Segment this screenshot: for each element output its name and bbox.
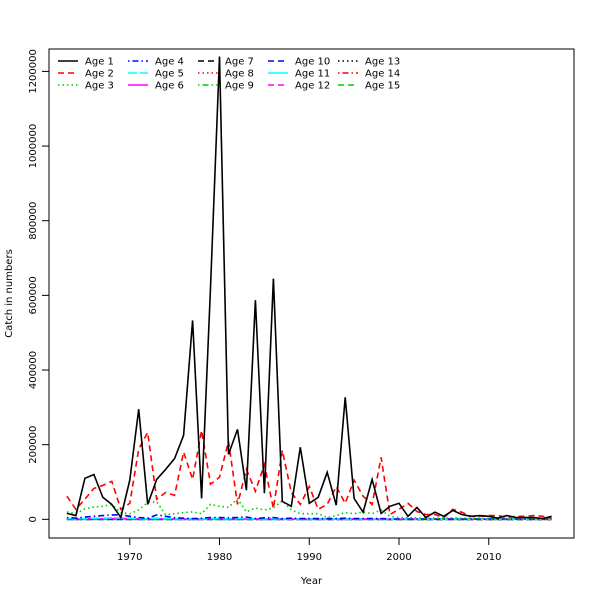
- y-tick-label: 1000000: [28, 124, 39, 169]
- legend-label: Age 12: [295, 81, 330, 92]
- series-layer: [66, 56, 552, 521]
- legend-label: Age 5: [155, 69, 184, 80]
- y-axis: 0 200000 400000 600000 800000 1000000 1200000: [28, 49, 50, 523]
- legend-item-age-13: Age 13: [338, 57, 400, 68]
- legend-item-age-5: Age 5: [128, 69, 184, 80]
- legend-item-age-14: Age 14: [338, 69, 400, 80]
- legend-label: Age 9: [225, 81, 254, 92]
- legend-item-age-10: Age 10: [268, 57, 330, 68]
- legend-item-age-8: Age 8: [198, 69, 254, 80]
- legend-item-age-1: Age 1: [58, 57, 114, 68]
- legend-label: Age 3: [85, 81, 114, 92]
- x-tick-label: 2000: [386, 552, 411, 563]
- x-tick-label: 1980: [207, 552, 232, 563]
- legend-item-age-12: Age 12: [268, 81, 330, 92]
- plot-frame: [48, 48, 575, 539]
- legend-label: Age 1: [85, 57, 114, 68]
- x-tick-label: 2010: [476, 552, 501, 563]
- series-line-age-1: [66, 56, 552, 520]
- legend-label: Age 2: [85, 69, 114, 80]
- y-tick-label: 1200000: [28, 49, 39, 94]
- legend-item-age-4: Age 4: [128, 57, 184, 68]
- legend-label: Age 14: [365, 69, 400, 80]
- legend-item-age-2: Age 2: [58, 69, 114, 80]
- x-tick-label: 1970: [117, 552, 142, 563]
- legend-label: Age 11: [295, 69, 330, 80]
- legend-item-age-7: Age 7: [198, 57, 254, 68]
- series-line-age-4: [66, 514, 552, 520]
- series-line-age-2: [66, 429, 552, 519]
- legend-item-age-3: Age 3: [58, 81, 114, 92]
- y-tick-label: 600000: [28, 276, 39, 314]
- legend-item-age-9: Age 9: [198, 81, 254, 92]
- legend-label: Age 10: [295, 57, 330, 68]
- y-tick-label: 800000: [28, 202, 39, 240]
- x-axis: 1970 1980 1990 2000 2010: [117, 537, 501, 563]
- legend-label: Age 7: [225, 57, 254, 68]
- legend-item-age-11: Age 11: [268, 69, 330, 80]
- y-tick-label: 200000: [28, 426, 39, 464]
- legend-label: Age 6: [155, 81, 184, 92]
- legend-item-age-15: Age 15: [338, 81, 400, 92]
- x-axis-label: Year: [300, 576, 323, 587]
- legend-label: Age 13: [365, 57, 400, 68]
- legend-item-age-6: Age 6: [128, 81, 184, 92]
- legend-label: Age 8: [225, 69, 254, 80]
- y-tick-label: 0: [28, 516, 39, 522]
- legend-label: Age 15: [365, 81, 400, 92]
- x-tick-label: 1990: [297, 552, 322, 563]
- y-axis-label: Catch in numbers: [4, 249, 15, 338]
- legend-label: Age 4: [155, 57, 184, 68]
- y-tick-label: 400000: [28, 351, 39, 389]
